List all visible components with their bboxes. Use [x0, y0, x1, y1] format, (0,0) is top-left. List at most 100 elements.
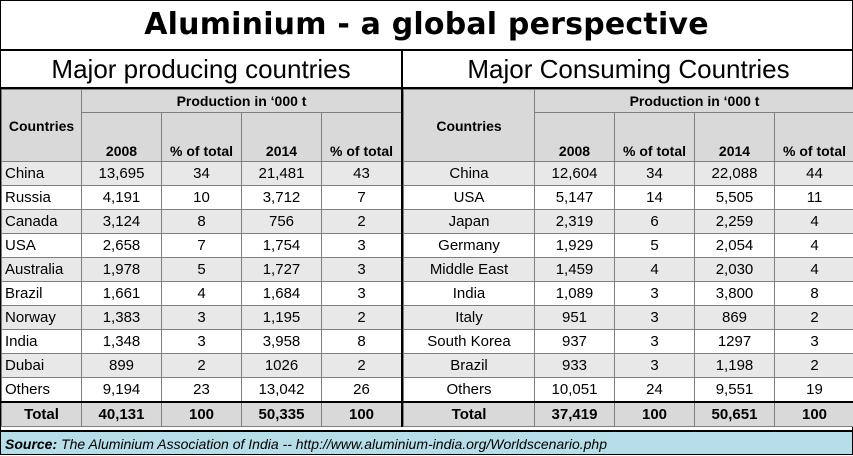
- value-cell: 5,505: [695, 186, 775, 210]
- value-cell: 2: [322, 210, 402, 234]
- consuming-col-header: 2008: [535, 113, 615, 162]
- value-cell: 44: [775, 162, 853, 186]
- value-cell: 3: [615, 306, 695, 330]
- sheet-title: Aluminium - a global perspective: [1, 1, 852, 51]
- producing-countries-header: Countries: [2, 90, 82, 162]
- value-cell: 2,259: [695, 210, 775, 234]
- value-cell: 3: [322, 258, 402, 282]
- country-cell: Norway: [2, 306, 82, 330]
- value-cell: 1,198: [695, 354, 775, 378]
- total-label-cell: Total: [2, 402, 82, 427]
- value-cell: 22,088: [695, 162, 775, 186]
- value-cell: 23: [162, 378, 242, 403]
- value-cell: 3,958: [242, 330, 322, 354]
- country-cell: Middle East: [404, 258, 535, 282]
- source-footer: Source: The Aluminium Association of Ind…: [1, 430, 852, 454]
- total-value-cell: 100: [775, 402, 853, 427]
- value-cell: 756: [242, 210, 322, 234]
- country-cell: Germany: [404, 234, 535, 258]
- total-value-cell: 40,131: [82, 402, 162, 427]
- country-cell: India: [2, 330, 82, 354]
- value-cell: 4: [775, 234, 853, 258]
- value-cell: 1,383: [82, 306, 162, 330]
- country-cell: USA: [2, 234, 82, 258]
- value-cell: 2: [322, 354, 402, 378]
- tables-container: Major producing countries Countries Prod…: [1, 51, 852, 427]
- value-cell: 1,459: [535, 258, 615, 282]
- value-cell: 1026: [242, 354, 322, 378]
- value-cell: 8: [775, 282, 853, 306]
- country-cell: Canada: [2, 210, 82, 234]
- country-cell: Japan: [404, 210, 535, 234]
- value-cell: 2: [775, 306, 853, 330]
- value-cell: 26: [322, 378, 402, 403]
- consuming-col-header: % of total: [615, 113, 695, 162]
- country-cell: Dubai: [2, 354, 82, 378]
- total-value-cell: 50,335: [242, 402, 322, 427]
- consuming-section: Major Consuming Countries Countries Prod…: [401, 51, 853, 427]
- value-cell: 2,658: [82, 234, 162, 258]
- value-cell: 24: [615, 378, 695, 403]
- value-cell: 1,684: [242, 282, 322, 306]
- value-cell: 3: [162, 306, 242, 330]
- consuming-heading: Major Consuming Countries: [403, 51, 853, 89]
- value-cell: 3: [162, 330, 242, 354]
- country-cell: Russia: [2, 186, 82, 210]
- value-cell: 9,551: [695, 378, 775, 403]
- value-cell: 7: [322, 186, 402, 210]
- value-cell: 5: [615, 234, 695, 258]
- country-cell: Others: [2, 378, 82, 403]
- total-value-cell: 37,419: [535, 402, 615, 427]
- producing-table: Countries Production in ‘000 t 2008 % of…: [1, 89, 402, 427]
- value-cell: 1,195: [242, 306, 322, 330]
- value-cell: 1,089: [535, 282, 615, 306]
- producing-heading: Major producing countries: [1, 51, 401, 89]
- value-cell: 11: [775, 186, 853, 210]
- value-cell: 2,319: [535, 210, 615, 234]
- total-value-cell: 100: [615, 402, 695, 427]
- value-cell: 2,054: [695, 234, 775, 258]
- country-cell: Brazil: [404, 354, 535, 378]
- value-cell: 4,191: [82, 186, 162, 210]
- value-cell: 933: [535, 354, 615, 378]
- value-cell: 3: [322, 282, 402, 306]
- producing-col-header: % of total: [162, 113, 242, 162]
- value-cell: 43: [322, 162, 402, 186]
- total-value-cell: 100: [322, 402, 402, 427]
- value-cell: 3,800: [695, 282, 775, 306]
- value-cell: 5,147: [535, 186, 615, 210]
- consuming-col-header: 2014: [695, 113, 775, 162]
- producing-col-header: 2008: [82, 113, 162, 162]
- country-cell: Brazil: [2, 282, 82, 306]
- value-cell: 1,929: [535, 234, 615, 258]
- value-cell: 8: [162, 210, 242, 234]
- producing-col-header: % of total: [322, 113, 402, 162]
- value-cell: 2: [775, 354, 853, 378]
- value-cell: 10,051: [535, 378, 615, 403]
- value-cell: 869: [695, 306, 775, 330]
- consuming-col-header: % of total: [775, 113, 853, 162]
- value-cell: 4: [775, 210, 853, 234]
- value-cell: 1,978: [82, 258, 162, 282]
- value-cell: 3: [775, 330, 853, 354]
- value-cell: 9,194: [82, 378, 162, 403]
